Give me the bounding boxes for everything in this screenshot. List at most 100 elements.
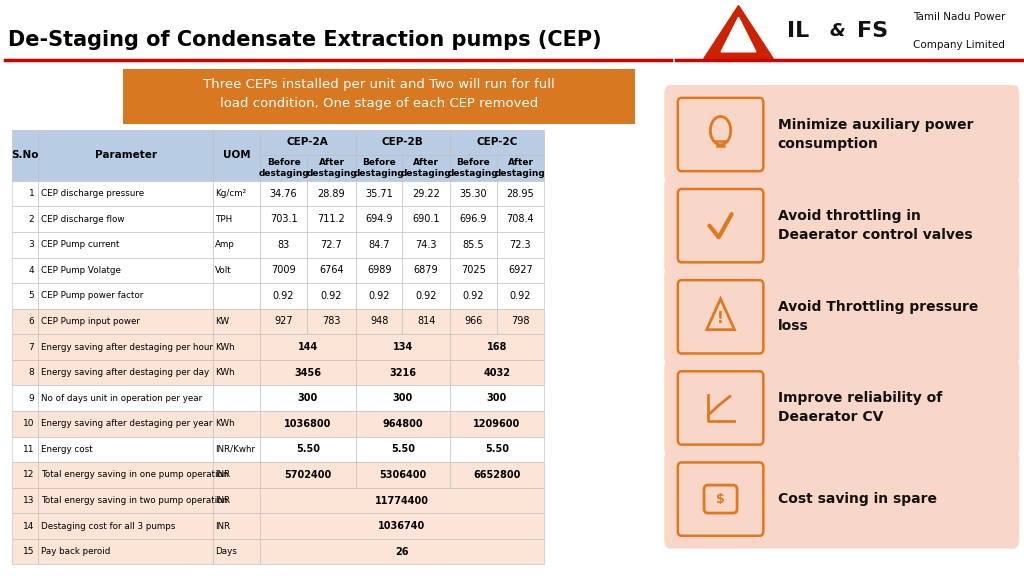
Text: 814: 814 bbox=[417, 316, 435, 327]
Bar bbox=[260, 309, 307, 334]
Text: Company Limited: Company Limited bbox=[912, 40, 1005, 50]
Bar bbox=[402, 155, 450, 181]
Text: 14: 14 bbox=[23, 522, 35, 530]
Bar bbox=[497, 283, 544, 309]
Text: 29.22: 29.22 bbox=[413, 188, 440, 199]
Bar bbox=[213, 309, 260, 334]
Text: 3216: 3216 bbox=[389, 367, 417, 378]
Text: 783: 783 bbox=[323, 316, 341, 327]
Text: CEP Pump power factor: CEP Pump power factor bbox=[41, 291, 143, 300]
Bar bbox=[450, 385, 544, 411]
FancyBboxPatch shape bbox=[678, 98, 763, 171]
Text: 15: 15 bbox=[23, 547, 35, 556]
Bar bbox=[260, 155, 307, 181]
Text: Improve reliability of
Deaerator CV: Improve reliability of Deaerator CV bbox=[777, 392, 942, 425]
Text: CEP Pump input power: CEP Pump input power bbox=[41, 317, 140, 326]
Bar bbox=[497, 155, 544, 181]
Bar bbox=[260, 181, 307, 206]
Bar bbox=[213, 513, 260, 539]
Text: 5.50: 5.50 bbox=[296, 444, 319, 454]
Text: Avoid Throttling pressure
loss: Avoid Throttling pressure loss bbox=[777, 300, 978, 334]
Text: Tamil Nadu Power: Tamil Nadu Power bbox=[912, 12, 1005, 22]
Text: 690.1: 690.1 bbox=[413, 214, 440, 224]
FancyBboxPatch shape bbox=[678, 280, 763, 354]
Text: 4032: 4032 bbox=[483, 367, 510, 378]
Bar bbox=[497, 257, 544, 283]
Bar bbox=[260, 232, 307, 257]
Bar bbox=[450, 360, 544, 385]
Bar bbox=[38, 232, 213, 257]
Text: Energy cost: Energy cost bbox=[41, 445, 93, 454]
Text: INR: INR bbox=[215, 471, 230, 479]
Text: S.No: S.No bbox=[11, 150, 39, 160]
Text: 9: 9 bbox=[29, 394, 35, 403]
Text: 5.50: 5.50 bbox=[391, 444, 415, 454]
Text: Energy saving after destaging per year: Energy saving after destaging per year bbox=[41, 419, 213, 429]
Text: 966: 966 bbox=[464, 316, 482, 327]
Bar bbox=[450, 437, 544, 462]
Bar bbox=[497, 232, 544, 257]
Bar bbox=[12, 130, 38, 181]
Text: Days: Days bbox=[215, 547, 237, 556]
Text: 703.1: 703.1 bbox=[269, 214, 297, 224]
Bar bbox=[213, 206, 260, 232]
Text: CEP-2A: CEP-2A bbox=[287, 138, 329, 147]
Bar bbox=[12, 437, 38, 462]
Text: 168: 168 bbox=[486, 342, 507, 352]
Text: Cost saving in spare: Cost saving in spare bbox=[777, 492, 937, 506]
Bar bbox=[38, 437, 213, 462]
Text: 85.5: 85.5 bbox=[463, 240, 484, 250]
Bar bbox=[38, 385, 213, 411]
Text: 4: 4 bbox=[29, 266, 35, 275]
Text: 10: 10 bbox=[23, 419, 35, 429]
Text: Destaging cost for all 3 pumps: Destaging cost for all 3 pumps bbox=[41, 522, 176, 530]
Bar bbox=[307, 206, 355, 232]
Text: 0.92: 0.92 bbox=[369, 291, 390, 301]
FancyBboxPatch shape bbox=[665, 176, 1019, 275]
Text: UOM: UOM bbox=[223, 150, 251, 160]
FancyBboxPatch shape bbox=[665, 267, 1019, 366]
Text: !: ! bbox=[717, 310, 724, 325]
Bar bbox=[355, 334, 450, 360]
Text: CEP-2C: CEP-2C bbox=[476, 138, 517, 147]
Bar bbox=[213, 360, 260, 385]
Bar bbox=[450, 334, 544, 360]
Bar bbox=[497, 206, 544, 232]
Text: 6989: 6989 bbox=[367, 266, 391, 275]
Bar bbox=[355, 309, 402, 334]
Bar bbox=[450, 181, 497, 206]
Bar bbox=[260, 488, 544, 513]
Bar bbox=[38, 360, 213, 385]
Text: 6652800: 6652800 bbox=[473, 470, 520, 480]
Text: 11774400: 11774400 bbox=[375, 495, 429, 506]
Bar bbox=[260, 334, 355, 360]
Bar bbox=[12, 385, 38, 411]
Text: KW: KW bbox=[215, 317, 229, 326]
Bar bbox=[402, 232, 450, 257]
Bar bbox=[12, 513, 38, 539]
Text: 83: 83 bbox=[278, 240, 290, 250]
Bar bbox=[38, 462, 213, 488]
Text: 72.3: 72.3 bbox=[510, 240, 531, 250]
Bar bbox=[12, 360, 38, 385]
Text: 12: 12 bbox=[23, 471, 35, 479]
Text: 300: 300 bbox=[486, 393, 507, 403]
Text: 35.30: 35.30 bbox=[460, 188, 487, 199]
Text: 1: 1 bbox=[29, 189, 35, 198]
FancyBboxPatch shape bbox=[665, 449, 1019, 548]
Bar bbox=[12, 488, 38, 513]
Text: 927: 927 bbox=[274, 316, 293, 327]
Text: Kg/cm²: Kg/cm² bbox=[215, 189, 247, 198]
Text: 696.9: 696.9 bbox=[460, 214, 487, 224]
Bar bbox=[213, 385, 260, 411]
Text: 134: 134 bbox=[392, 342, 413, 352]
Text: Total energy saving in one pump operation: Total energy saving in one pump operatio… bbox=[41, 471, 228, 479]
Text: 7: 7 bbox=[29, 343, 35, 351]
Text: 28.89: 28.89 bbox=[317, 188, 345, 199]
Bar bbox=[38, 181, 213, 206]
Text: 5: 5 bbox=[29, 291, 35, 300]
Text: 5.50: 5.50 bbox=[484, 444, 509, 454]
Text: No of days unit in operation per year: No of days unit in operation per year bbox=[41, 394, 203, 403]
Bar bbox=[355, 206, 402, 232]
Bar bbox=[307, 155, 355, 181]
